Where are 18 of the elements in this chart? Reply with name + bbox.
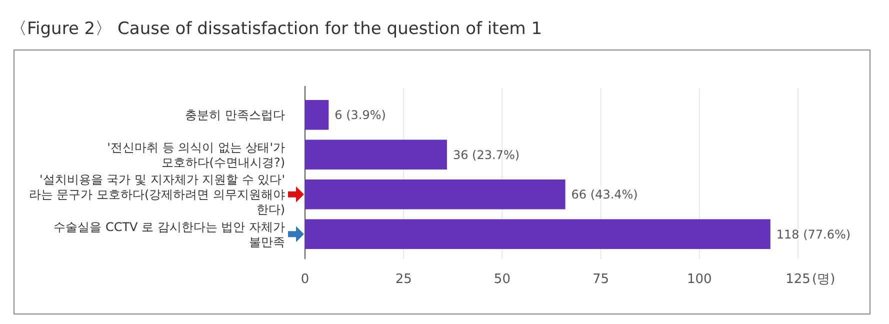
y-tick-label: '설치비용을 국가 및 지자체가 지원할 수 있다' 라는 문구가 모호하다(강제하려면 의무지원해야 한다) (28, 172, 285, 217)
x-tick-label: 100 (686, 272, 712, 287)
x-tick-label: 0 (300, 272, 310, 287)
x-tick-label: 50 (494, 272, 510, 287)
data-label: 36 (23.7%) (452, 148, 520, 162)
bar (305, 100, 329, 130)
x-tick-label: 75 (592, 272, 610, 287)
data-label: 66 (43.4%) (571, 188, 638, 202)
x-tick-label: 25 (395, 272, 412, 287)
x-axis-title: (명) (812, 272, 836, 287)
data-label: 6 (3.9%) (334, 108, 386, 122)
y-tick-label: 수술실을 CCTV 로 감시한다는 법안 자체가 불만족 (54, 220, 285, 249)
data-label: 118 (77.6%) (776, 227, 851, 242)
y-tick-label: 충분히 만족스럽다 (185, 108, 285, 122)
y-tick-label: '전신마취 등 의식이 없는 상태'가 모호하다(수면내시경?) (107, 140, 285, 170)
x-tick-label: 125 (786, 272, 810, 287)
chart-title: 〈Figure 2〉 Cause of dissatisfaction for the question of item 1 (10, 19, 542, 39)
bar (305, 140, 447, 170)
